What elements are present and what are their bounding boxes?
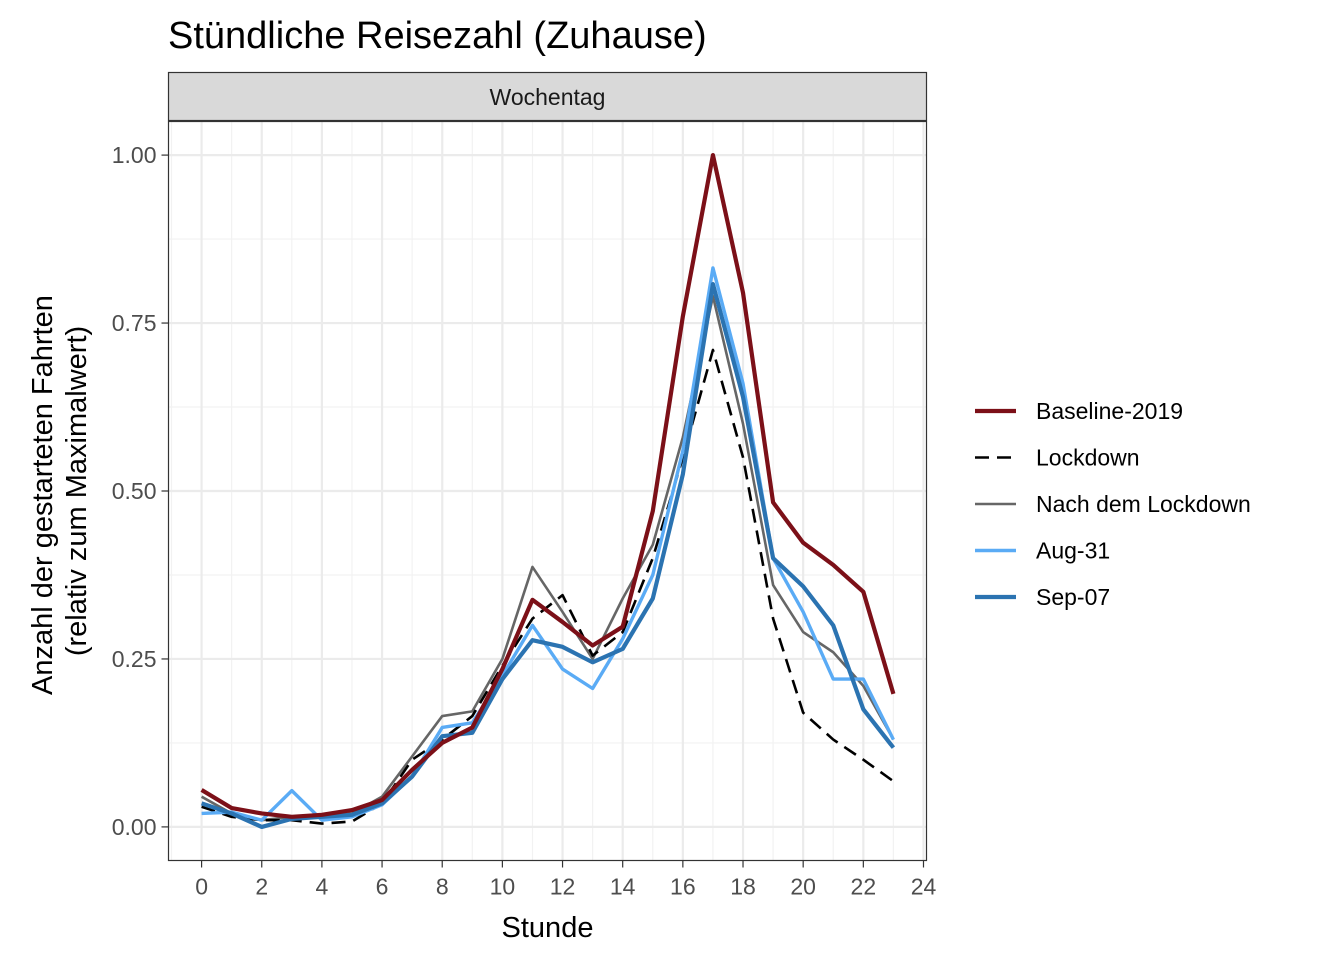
y-tick-label: 0.00 bbox=[112, 814, 157, 840]
y-tick-label: 0.75 bbox=[112, 310, 157, 336]
facet-strip: Wochentag bbox=[167, 71, 928, 122]
grid-major bbox=[168, 121, 927, 861]
x-tick-label: 24 bbox=[911, 874, 937, 900]
y-tick-label: 1.00 bbox=[112, 142, 157, 168]
legend-label-baseline-2019: Baseline-2019 bbox=[1036, 398, 1183, 424]
x-tick-label: 22 bbox=[851, 874, 877, 900]
facet-strip-label: Wochentag bbox=[490, 84, 606, 110]
chart-title: Stündliche Reisezahl (Zuhause) bbox=[168, 15, 707, 57]
x-axis: 0 2 4 6 8 10 12 14 16 18 20 22 24 bbox=[195, 860, 937, 900]
y-axis-title: Anzahl der gestarteten Fahrten (relativ … bbox=[27, 287, 93, 695]
y-tick-label: 0.25 bbox=[112, 646, 157, 672]
x-tick-label: 18 bbox=[730, 874, 756, 900]
legend: Baseline-2019 Lockdown Nach dem Lockdown Au… bbox=[975, 398, 1251, 610]
series-lines bbox=[200, 152, 896, 830]
y-tick-label: 0.50 bbox=[112, 478, 157, 504]
x-tick-label: 14 bbox=[610, 874, 636, 900]
series-line-baseline-2019 bbox=[200, 152, 896, 819]
legend-label-nach-dem-lockdown: Nach dem Lockdown bbox=[1036, 491, 1251, 517]
x-tick-label: 4 bbox=[316, 874, 329, 900]
legend-label-sep-07: Sep-07 bbox=[1036, 584, 1110, 610]
legend-label-lockdown: Lockdown bbox=[1036, 445, 1140, 471]
y-axis: 0.00 0.25 0.50 0.75 1.00 bbox=[112, 142, 169, 840]
x-axis-title: Stunde bbox=[502, 912, 594, 944]
x-tick-label: 12 bbox=[550, 874, 576, 900]
x-tick-label: 0 bbox=[195, 874, 208, 900]
y-axis-title-line-2: (relativ zum Maximalwert) bbox=[61, 326, 93, 656]
x-tick-label: 20 bbox=[790, 874, 816, 900]
x-tick-label: 16 bbox=[670, 874, 696, 900]
x-tick-label: 10 bbox=[490, 874, 516, 900]
x-tick-label: 8 bbox=[436, 874, 449, 900]
x-tick-label: 6 bbox=[376, 874, 389, 900]
series-line-lockdown bbox=[201, 348, 895, 825]
legend-label-aug-31: Aug-31 bbox=[1036, 538, 1110, 564]
facet-strip-background bbox=[167, 71, 928, 122]
x-tick-label: 2 bbox=[255, 874, 268, 900]
y-axis-title-line-1: Anzahl der gestarteten Fahrten bbox=[27, 295, 59, 695]
